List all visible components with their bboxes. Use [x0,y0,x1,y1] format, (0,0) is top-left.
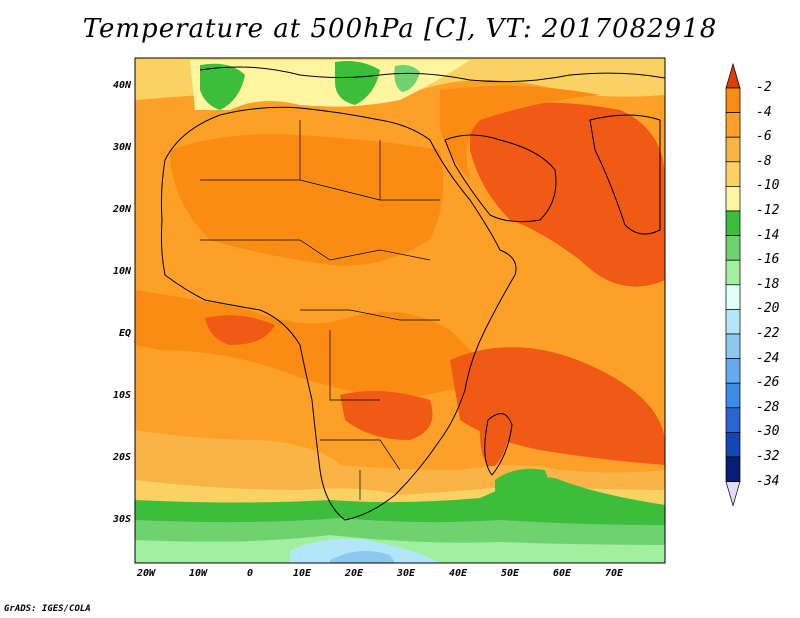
colorbar-bottom-arrow [725,481,741,507]
colorbar-tick-label: -20 [756,301,780,317]
south-blue-mid [330,551,395,563]
lon-tick-label: 70E [604,568,624,579]
colorbar-tick-label: -14 [756,227,780,243]
colorbar-tick-label: -4 [756,104,772,120]
lat-tick-label: 40N [112,80,131,91]
sahara-warm [170,134,444,266]
madagascar-coastline [484,413,513,476]
border-south-1 [320,439,401,471]
lon-tick-label: 10E [292,568,312,579]
lat-tick-label: 10N [112,266,131,277]
arabia-coastline [444,134,557,223]
lon-tick-label: 10W [188,568,208,579]
colorbar-swatch [725,284,741,310]
lat-tick-label: 20S [112,452,131,463]
colorbar-swatch [725,259,741,286]
lat-tick-label: 20N [112,204,131,215]
border-central-1 [300,309,440,321]
colorbar-tick-label: -22 [756,326,780,341]
temperature-fields [135,58,665,563]
lat-tick-label: 10S [112,390,131,401]
madagascar-hot [479,416,510,470]
green-patch-iberia [200,63,245,110]
colorbar-swatch [725,358,741,384]
lon-tick-label: 40E [448,568,468,579]
colorbar-swatch [725,407,741,433]
madagascar-green [495,468,549,510]
equator-hot-spot [205,315,275,345]
colorbar-swatch [725,161,741,187]
europe-coastline [199,66,666,83]
arabia-warm [440,86,600,180]
colorbar-top-arrow [725,62,741,89]
colorbar-tick-label: -28 [756,399,780,415]
colorbar-tick-label: -8 [756,153,772,169]
lon-tick-label: 30E [396,568,416,579]
colorbar-swatch [725,456,741,482]
credit-text: GrADS: IGES/COLA [4,604,91,614]
country-borders [200,120,440,500]
lon-tick-label: 50E [500,568,520,579]
border-central-2 [329,330,380,401]
lon-tick-label: 60E [552,568,572,579]
arabia-hot [470,102,665,287]
coastlines [160,66,666,521]
colorbar-tick-label: -34 [756,473,780,489]
colorbar-tick-label: -12 [756,203,780,218]
colorbar-tick-label: -32 [756,449,780,464]
colorbar-swatch [725,210,741,236]
india-coastline [589,114,661,235]
colorbar-swatch [725,136,741,163]
border-mid-2 [329,249,431,261]
colorbar-tick-label: -24 [756,350,780,366]
colorbar-swatch [725,333,741,359]
lat-tick-label: 30S [112,514,131,525]
africa-coastline [160,106,517,521]
colorbar-swatch [725,432,741,458]
map-title: Temperature at 500hPa [C], VT: 201708291… [82,14,718,44]
lon-tick-label: 0 [246,568,254,579]
colorbar-tick-label: -30 [756,424,780,440]
map-frame [134,57,666,564]
lon-tick-label: 20W [136,568,156,579]
lat-tick-label: EQ [118,328,131,339]
colorbar-tick-label: -18 [756,276,780,292]
colorbar-tick-label: -2 [756,80,772,95]
colorbar [725,62,741,507]
green-patch-east [394,64,420,92]
south-africa-hot [340,391,433,440]
colorbar-tick-label: -10 [756,178,780,194]
border-mid-1 [200,239,331,261]
colorbar-swatch [725,112,741,138]
colorbar-tick-label: -6 [756,129,772,145]
green-patch-balkans [335,61,380,105]
colorbar-tick-label: -26 [756,375,780,391]
colorbar-swatch [725,382,741,409]
colorbar-tick-label: -16 [756,252,780,268]
colorbar-swatch [725,186,741,212]
lon-tick-label: 20E [344,568,364,579]
south-blue-light [290,538,440,563]
colorbar-swatch [725,309,741,335]
colorbar-swatch [725,87,741,113]
lat-tick-label: 30N [112,142,131,153]
colorbar-swatch [725,235,741,261]
